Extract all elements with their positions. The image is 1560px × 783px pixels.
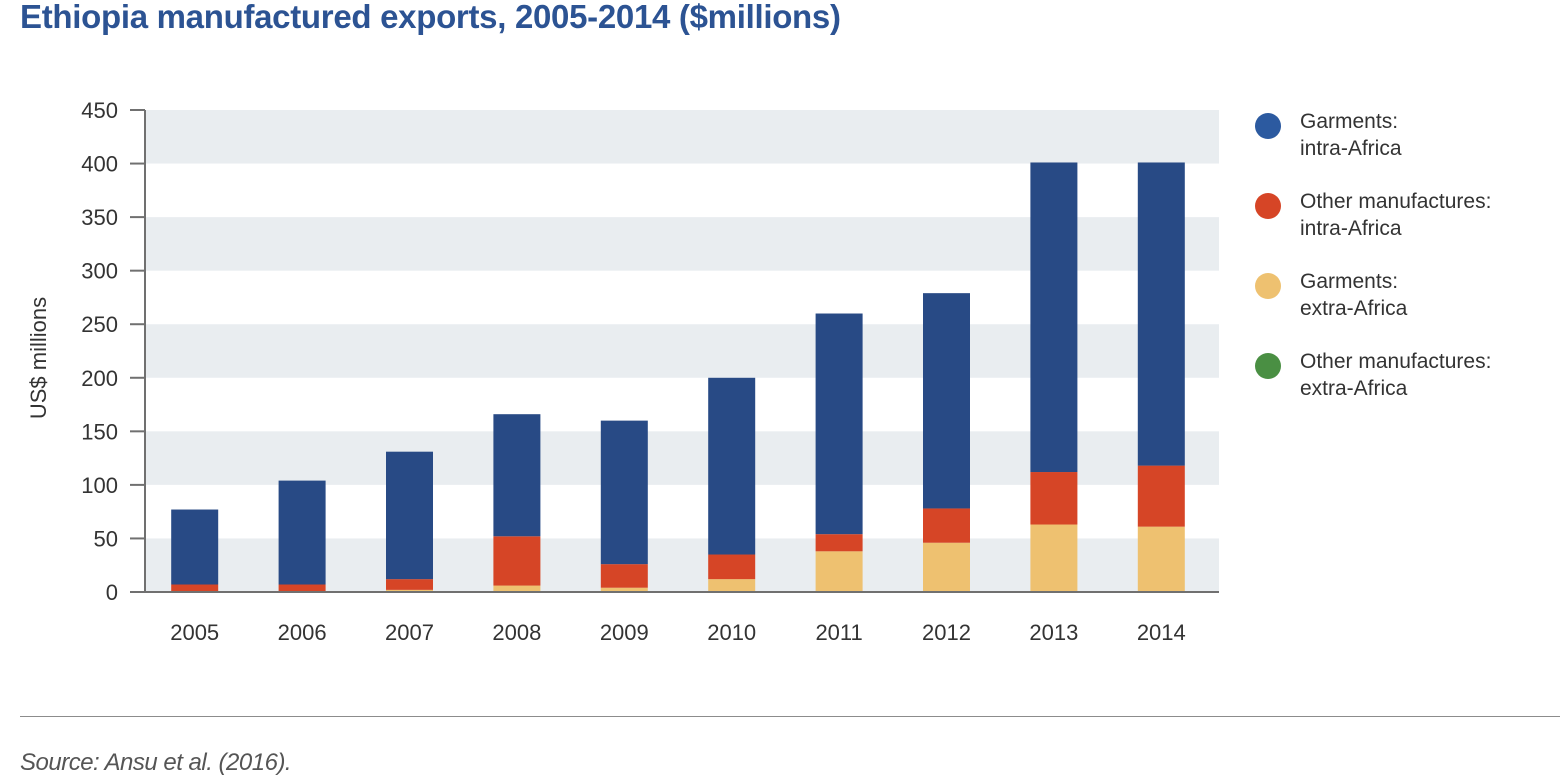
bar-segment-2012 bbox=[923, 542, 970, 592]
bar-segment-2010 bbox=[708, 377, 756, 555]
stacked-bar-chart: 0 50 100 150 200 250 300 350 400 450 2005 2006 2007… bbox=[26, 98, 1219, 645]
y-axis-title: US$ millions bbox=[26, 297, 51, 419]
x-tick-label: 2014 bbox=[1137, 620, 1186, 645]
bar-segment-2009 bbox=[600, 420, 648, 565]
legend-label-line1: Other manufactures: bbox=[1300, 350, 1492, 373]
legend-label-line2: extra-Africa bbox=[1300, 377, 1408, 400]
x-tick-label: 2012 bbox=[922, 620, 971, 645]
bars bbox=[171, 162, 1185, 592]
y-tick-label: 100 bbox=[81, 473, 118, 498]
bar-segment-2012 bbox=[923, 293, 970, 509]
bar-segment-2005 bbox=[171, 509, 219, 585]
legend-swatch-circle-icon bbox=[1255, 193, 1281, 219]
legend-label-line1: Garments: bbox=[1300, 110, 1399, 133]
x-tick-label: 2006 bbox=[278, 620, 327, 645]
legend-swatch-circle-icon bbox=[1255, 353, 1281, 379]
legend-label-line1: Other manufactures: bbox=[1300, 190, 1492, 213]
bar-segment-2010 bbox=[708, 554, 756, 580]
bar-segment-2008 bbox=[493, 414, 541, 537]
legend-label-line1: Garments: bbox=[1300, 270, 1399, 293]
legend-swatch-circle-icon bbox=[1255, 273, 1281, 299]
bar-segment-2007 bbox=[386, 589, 433, 592]
axes bbox=[130, 109, 1219, 593]
y-tick-label: 0 bbox=[106, 580, 118, 605]
y-tick-label: 300 bbox=[81, 259, 118, 284]
bar-segment-2006 bbox=[278, 480, 326, 585]
bar-segment-2009 bbox=[600, 587, 648, 592]
bar-segment-2014 bbox=[1137, 162, 1185, 466]
legend-item-other-intra-africa: Other manufactures: intra-Africa bbox=[1255, 188, 1491, 242]
bar-segment-2008 bbox=[493, 585, 541, 592]
legend-label-line2: intra-Africa bbox=[1300, 137, 1402, 160]
x-tick-label: 2013 bbox=[1029, 620, 1078, 645]
bar-segment-2011 bbox=[815, 551, 863, 592]
legend-item-other-extra-africa: Other manufactures: extra-Africa bbox=[1255, 348, 1491, 402]
x-tick-label: 2007 bbox=[385, 620, 434, 645]
bar-segment-2007 bbox=[386, 579, 433, 590]
y-tick-label: 150 bbox=[81, 419, 118, 444]
legend-label-line2: extra-Africa bbox=[1300, 297, 1408, 320]
x-tick-label: 2009 bbox=[600, 620, 649, 645]
x-tick-label: 2005 bbox=[170, 620, 219, 645]
legend: Garments: intra-Africa Other manufacture… bbox=[1255, 108, 1491, 428]
chart-title: Ethiopia manufactured exports, 2005-2014… bbox=[20, 0, 841, 35]
bar-segment-2010 bbox=[708, 579, 756, 592]
x-tick-labels: 2005 2006 2007 2008 2009 2010 2011 2012 2013 2014 bbox=[170, 620, 1186, 645]
bar-segment-2013 bbox=[1030, 162, 1078, 473]
bar-segment-2014 bbox=[1137, 465, 1185, 527]
bar-segment-2013 bbox=[1030, 472, 1078, 525]
legend-item-garments-intra-africa: Garments: intra-Africa bbox=[1255, 108, 1491, 162]
bar-segment-2006 bbox=[278, 584, 326, 592]
bar-segment-2008 bbox=[493, 536, 541, 586]
y-tick-label: 450 bbox=[81, 98, 118, 123]
y-tick-label: 250 bbox=[81, 312, 118, 337]
legend-item-garments-extra-africa: Garments: extra-Africa bbox=[1255, 268, 1491, 322]
y-tick-labels: 0 50 100 150 200 250 300 350 400 450 bbox=[81, 98, 118, 605]
bar-segment-2011 bbox=[815, 313, 863, 535]
bar-segment-2011 bbox=[815, 534, 863, 552]
legend-label-line2: intra-Africa bbox=[1300, 217, 1402, 240]
bar-segment-2013 bbox=[1030, 524, 1078, 592]
x-tick-label: 2011 bbox=[815, 620, 862, 645]
y-tick-label: 400 bbox=[81, 152, 118, 177]
x-tick-label: 2010 bbox=[707, 620, 756, 645]
source-note: Source: Ansu et al. (2016). bbox=[20, 749, 292, 776]
grid-band bbox=[145, 110, 1219, 164]
bar-segment-2009 bbox=[600, 564, 648, 588]
bar-segment-2005 bbox=[171, 584, 219, 592]
bar-segment-2014 bbox=[1137, 526, 1185, 592]
bar-segment-2007 bbox=[386, 451, 433, 580]
x-tick-label: 2008 bbox=[492, 620, 541, 645]
legend-swatch-circle-icon bbox=[1255, 113, 1281, 139]
divider bbox=[20, 716, 1560, 717]
y-tick-label: 350 bbox=[81, 205, 118, 230]
bar-segment-2012 bbox=[923, 508, 970, 543]
y-tick-label: 50 bbox=[94, 526, 118, 551]
y-tick-label: 200 bbox=[81, 366, 118, 391]
